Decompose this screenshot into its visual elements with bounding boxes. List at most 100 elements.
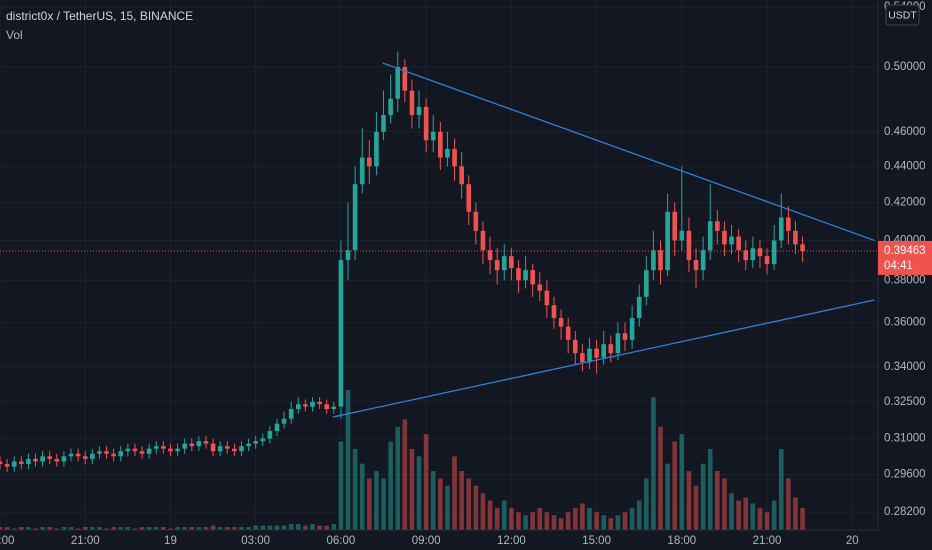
candle-body — [601, 344, 606, 358]
volume-bar — [303, 525, 308, 530]
candle-body — [722, 230, 727, 245]
candle-body — [54, 458, 60, 462]
x-tick-label: 06:00 — [327, 535, 356, 547]
candle-body — [473, 211, 479, 231]
volume-bar — [196, 527, 202, 530]
candle-body — [750, 248, 756, 261]
candle-body — [260, 438, 266, 442]
candle-body — [19, 461, 24, 465]
candle-body — [281, 418, 287, 424]
candle-body — [565, 326, 571, 340]
candle-body — [111, 453, 116, 457]
candle-body — [317, 401, 322, 405]
candle-body — [68, 453, 74, 457]
volume-bar — [175, 527, 180, 530]
volume-bar — [111, 527, 116, 530]
candle-body — [26, 458, 31, 465]
candle-body — [544, 290, 550, 306]
candle-body — [210, 443, 216, 452]
volume-bar — [352, 448, 358, 530]
candle-body — [423, 106, 429, 141]
candle-body — [764, 256, 770, 265]
candle-body — [416, 106, 422, 116]
candle-body — [61, 456, 67, 462]
indicator-label: Vol — [6, 28, 23, 42]
volume-bar — [558, 518, 564, 530]
volume-bar — [487, 500, 493, 530]
volume-bar — [232, 527, 237, 530]
candle-body — [523, 270, 528, 281]
candle-body — [153, 446, 159, 449]
candle-body — [75, 453, 81, 457]
unit-box[interactable] — [885, 4, 920, 26]
candle-body — [246, 443, 251, 447]
volume-bar — [189, 527, 195, 530]
volume-bar — [445, 485, 450, 530]
volume-bar — [331, 524, 337, 530]
candle-body — [686, 230, 692, 261]
volume-bar — [473, 485, 479, 530]
volume-bar — [537, 507, 543, 530]
candle-body — [118, 451, 124, 457]
candle-body — [729, 236, 734, 245]
volume-bar — [381, 478, 386, 530]
y-tick-label: 0.29600 — [884, 469, 926, 481]
volume-bar — [68, 527, 74, 530]
volume-bar — [90, 527, 95, 530]
volume-bar — [565, 512, 571, 530]
volume-bar — [210, 525, 216, 530]
volume-bar — [743, 497, 749, 530]
candle-body — [672, 211, 678, 241]
candle-body — [679, 230, 685, 241]
volume-bar — [800, 507, 805, 530]
volume-bar — [672, 441, 678, 530]
candle-body — [331, 406, 337, 410]
candle-body — [509, 256, 514, 269]
y-tick-label: 0.28200 — [884, 506, 926, 518]
volume-bar — [367, 478, 372, 530]
candle-body — [310, 401, 315, 407]
candle-body — [146, 448, 152, 454]
volume-bar — [217, 527, 223, 530]
candle-body — [4, 464, 10, 467]
candle-body — [580, 353, 585, 363]
candle-body — [374, 131, 379, 167]
candle-body — [217, 446, 223, 452]
candle-body — [402, 66, 408, 91]
y-tick-label: 0.46000 — [884, 126, 926, 138]
volume-bar — [224, 527, 230, 530]
volume-bar — [615, 515, 621, 530]
axis-unit[interactable]: USDT — [888, 9, 917, 21]
volume-bar — [729, 493, 734, 530]
symbol-title: district0x / TetherUS, 15, BINANCE — [6, 9, 193, 23]
volume-bar — [132, 528, 138, 530]
x-tick-label: 19 — [164, 535, 177, 547]
volume-bar — [700, 463, 706, 530]
volume-bar — [409, 448, 415, 530]
volume-bar — [395, 426, 401, 530]
x-tick-label: 21:00 — [71, 535, 100, 547]
y-tick-label: 0.38000 — [884, 274, 926, 286]
candle-body — [224, 446, 230, 449]
candle-body — [324, 404, 330, 410]
volume-bar — [317, 525, 322, 530]
y-tick-label: 0.32500 — [884, 396, 926, 408]
volume-bar — [125, 527, 131, 530]
volume-bar — [75, 528, 81, 530]
candle-body — [125, 448, 131, 452]
candle-body — [409, 90, 415, 116]
candle-body — [452, 148, 457, 167]
trendline — [382, 62, 875, 242]
volume-bar — [4, 527, 10, 530]
volume-bar — [750, 503, 756, 530]
x-tick-label: 20 — [846, 535, 859, 547]
candle-body — [530, 270, 535, 285]
x-tick-label: 12:00 — [497, 535, 526, 547]
volume-bar — [33, 528, 38, 530]
volume-bar — [324, 525, 330, 530]
candle-body — [196, 441, 202, 447]
volume-bar — [374, 471, 379, 530]
candle-body — [303, 404, 308, 407]
volume-bar — [104, 528, 109, 530]
